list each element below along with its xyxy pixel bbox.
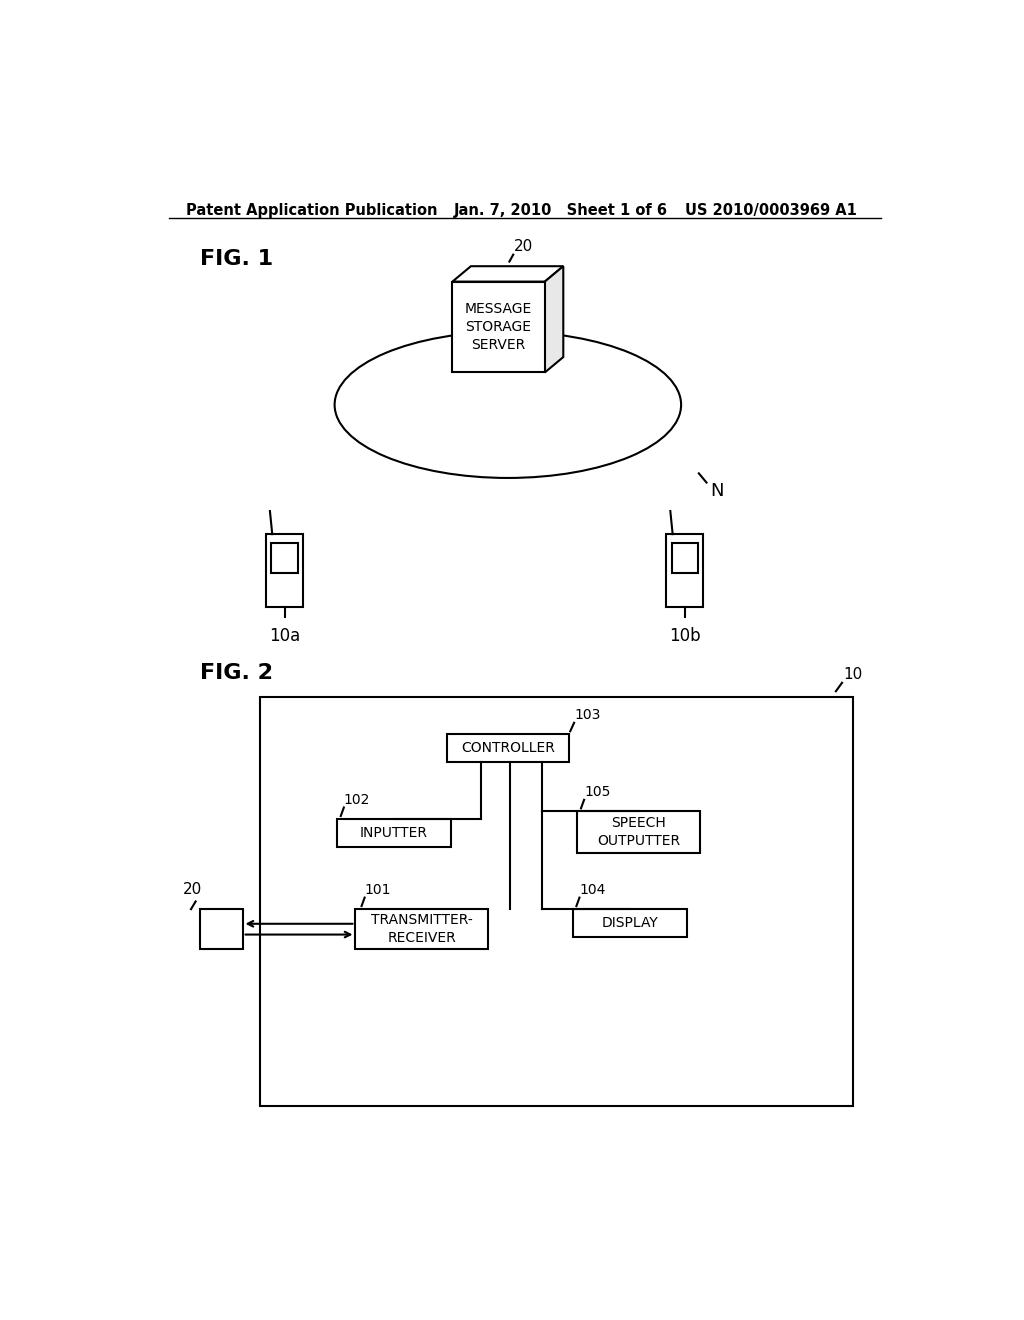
Polygon shape xyxy=(545,267,563,372)
Text: SPEECH
OUTPUTTER: SPEECH OUTPUTTER xyxy=(597,816,680,849)
Polygon shape xyxy=(453,267,563,281)
Text: 105: 105 xyxy=(584,785,610,799)
Bar xyxy=(260,697,853,1106)
Text: FIG. 1: FIG. 1 xyxy=(200,249,273,269)
Text: TRANSMITTER-
RECEIVER: TRANSMITTER- RECEIVER xyxy=(371,913,472,945)
Text: Patent Application Publication: Patent Application Publication xyxy=(186,203,437,218)
Text: 101: 101 xyxy=(365,883,391,896)
Bar xyxy=(578,812,700,853)
Bar xyxy=(447,734,568,762)
Text: 20: 20 xyxy=(183,882,203,896)
Text: 10a: 10a xyxy=(269,627,300,644)
Text: 20: 20 xyxy=(514,239,534,253)
Text: US 2010/0003969 A1: US 2010/0003969 A1 xyxy=(685,203,857,218)
Bar xyxy=(266,535,303,607)
Bar xyxy=(271,544,298,573)
Bar xyxy=(355,909,487,949)
Text: 103: 103 xyxy=(574,708,601,722)
Text: 104: 104 xyxy=(580,883,606,896)
Text: DISPLAY: DISPLAY xyxy=(601,916,657,931)
Text: INPUTTER: INPUTTER xyxy=(359,826,428,840)
Bar xyxy=(672,544,698,573)
Text: Jan. 7, 2010   Sheet 1 of 6: Jan. 7, 2010 Sheet 1 of 6 xyxy=(454,203,668,218)
Bar xyxy=(201,909,243,949)
Bar xyxy=(572,909,686,937)
Text: 102: 102 xyxy=(344,793,371,807)
Bar xyxy=(337,818,451,847)
Text: CONTROLLER: CONTROLLER xyxy=(461,742,555,755)
Text: MESSAGE
STORAGE
SERVER: MESSAGE STORAGE SERVER xyxy=(465,302,532,352)
Text: 10: 10 xyxy=(844,667,863,682)
Bar xyxy=(667,535,703,607)
Bar xyxy=(453,281,545,372)
Text: FIG. 2: FIG. 2 xyxy=(200,663,272,682)
Text: 10b: 10b xyxy=(669,627,700,644)
Text: N: N xyxy=(711,482,724,500)
